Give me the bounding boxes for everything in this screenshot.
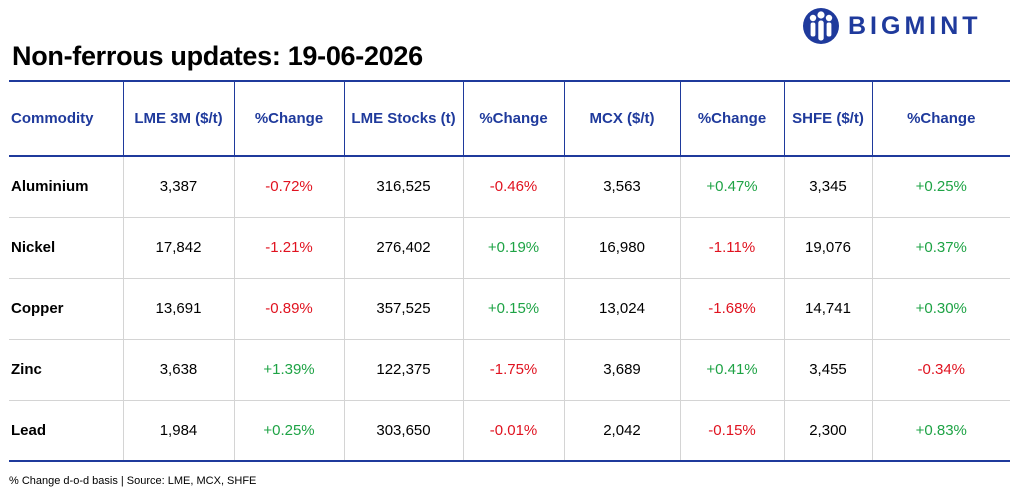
table-row: Aluminium 3,387 -0.72% 316,525 -0.46% 3,… [9,156,1010,217]
mcx-change-cell: -1.11% [679,216,784,278]
table-row: Copper 13,691 -0.89% 357,525 +0.15% 13,0… [9,277,1010,339]
table-row: Nickel 17,842 -1.21% 276,402 +0.19% 16,9… [9,216,1010,278]
column-header-lme-stocks-change: %Change [462,81,564,157]
commodity-cell: Nickel [9,216,123,278]
lme-stocks-change-cell: -1.75% [462,338,564,400]
shfe-cell: 2,300 [783,399,872,461]
shfe-change-cell: +0.37% [871,216,1010,278]
lme-3m-cell: 1,984 [122,399,234,461]
bigmint-people-logo-icon [803,8,839,44]
column-header-lme-stocks: LME Stocks (t) [343,81,463,157]
commodity-cell: Copper [9,277,123,339]
shfe-cell: 3,345 [783,156,872,217]
mcx-change-cell: +0.47% [679,156,784,217]
brand-name: BIGMINT [848,11,982,40]
lme-3m-change-cell: -1.21% [233,216,344,278]
page-title: Non-ferrous updates: 19-06-2026 [12,41,423,71]
shfe-cell: 3,455 [783,338,872,400]
mcx-cell: 3,563 [563,156,680,217]
lme-3m-cell: 17,842 [122,216,234,278]
shfe-cell: 14,741 [783,277,872,339]
lme-stocks-change-cell: +0.19% [462,216,564,278]
lme-3m-cell: 3,387 [122,156,234,217]
lme-3m-change-cell: -0.89% [233,277,344,339]
lme-3m-change-cell: +0.25% [233,399,344,461]
table-row: Zinc 3,638 +1.39% 122,375 -1.75% 3,689 +… [9,338,1010,400]
lme-3m-cell: 13,691 [122,277,234,339]
column-header-shfe: SHFE ($/t) [783,81,872,157]
lme-stocks-cell: 316,525 [343,156,463,217]
mcx-change-cell: -1.68% [679,277,784,339]
column-header-shfe-change: %Change [871,81,1010,157]
mcx-cell: 13,024 [563,277,680,339]
commodity-cell: Zinc [9,338,123,400]
lme-3m-change-cell: -0.72% [233,156,344,217]
commodity-cell: Aluminium [11,178,89,196]
lme-stocks-change-cell: -0.46% [462,156,564,217]
table-header-row: Commodity LME 3M ($/t) %Change LME Stock… [9,81,1010,157]
commodity-cell: Lead [9,399,123,461]
table-row: Lead 1,984 +0.25% 303,650 -0.01% 2,042 -… [9,399,1010,461]
column-header-commodity: Commodity [9,81,123,157]
column-header-mcx-change: %Change [679,81,784,157]
column-header-lme-3m-change: %Change [233,81,344,157]
source-footnote: % Change d-o-d basis | Source: LME, MCX,… [9,475,257,487]
brand-logo: BIGMINT [802,4,1012,48]
shfe-change-cell: +0.25% [871,156,1010,217]
lme-3m-change-cell: +1.39% [233,338,344,400]
lme-stocks-change-cell: -0.01% [462,399,564,461]
shfe-change-cell: +0.30% [871,277,1010,339]
lme-stocks-cell: 276,402 [343,216,463,278]
shfe-cell: 19,076 [783,216,872,278]
column-header-lme-3m: LME 3M ($/t) [122,81,234,157]
mcx-cell: 16,980 [563,216,680,278]
lme-stocks-cell: 122,375 [343,338,463,400]
mcx-cell: 3,689 [563,338,680,400]
shfe-change-cell: +0.83% [871,399,1010,461]
mcx-cell: 2,042 [563,399,680,461]
mcx-change-cell: -0.15% [679,399,784,461]
non-ferrous-table: Commodity LME 3M ($/t) %Change LME Stock… [9,80,1010,462]
lme-stocks-cell: 357,525 [343,277,463,339]
mcx-change-cell: +0.41% [679,338,784,400]
lme-3m-cell: 3,638 [122,338,234,400]
lme-stocks-change-cell: +0.15% [462,277,564,339]
shfe-change-cell: -0.34% [871,338,1010,400]
column-header-mcx: MCX ($/t) [563,81,680,157]
lme-stocks-cell: 303,650 [343,399,463,461]
